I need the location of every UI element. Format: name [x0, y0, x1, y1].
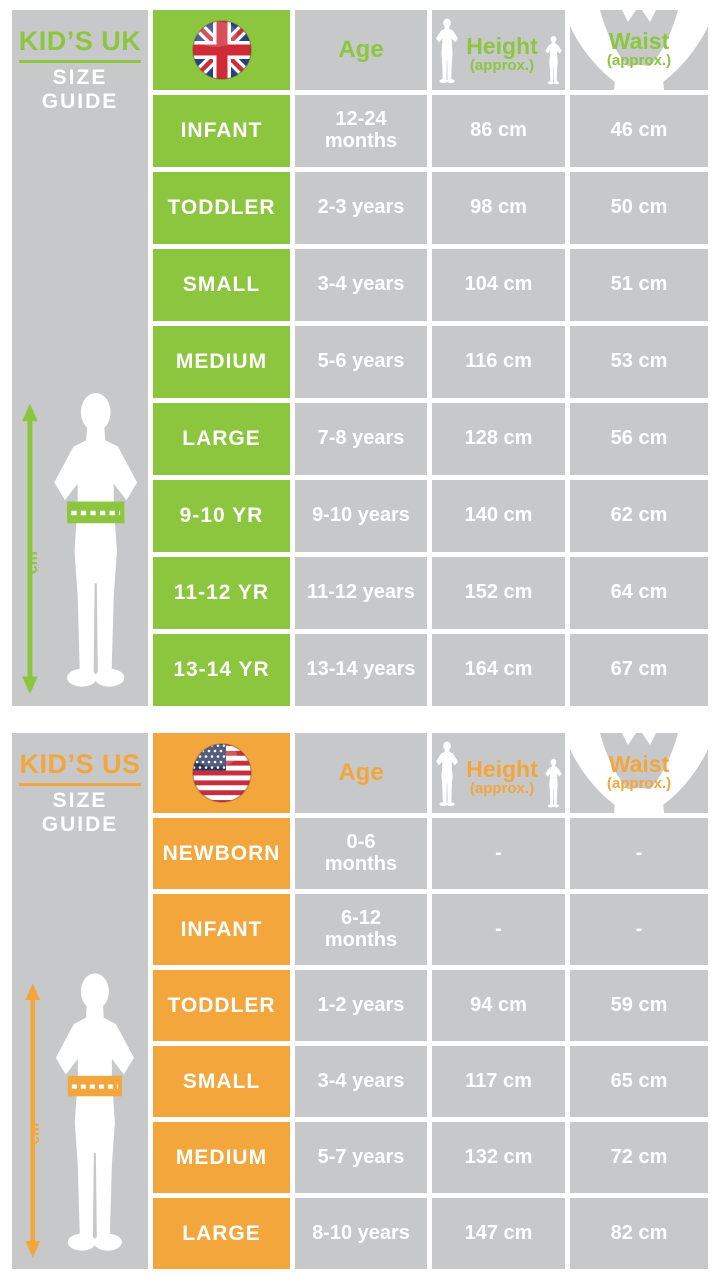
uk-height-label: Height: [466, 32, 538, 59]
uk-title-line2: SIZE GUIDE: [41, 66, 119, 113]
size-cell: INFANT: [153, 894, 290, 965]
waist-cell: 72 cm: [570, 1122, 708, 1193]
height-cell: 128 cm: [432, 403, 565, 475]
height-cell: 164 cm: [432, 634, 565, 706]
size-cell: 9-10 YR: [153, 480, 290, 552]
age-cell: 0-6 months: [295, 818, 427, 889]
uk-title: KID’S UK SIZE GUIDE: [12, 10, 148, 114]
uk-cm-label: cm: [24, 551, 41, 574]
waist-cell: 51 cm: [570, 249, 708, 321]
age-cell: 13-14 years: [295, 634, 427, 706]
us-height-label: Height: [466, 755, 538, 782]
us-sidebar: KID’S US SIZE GUIDE cm: [12, 733, 148, 1269]
height-cell: 104 cm: [432, 249, 565, 321]
us-flag-icon: [191, 743, 252, 803]
uk-height-arrow-icon: [22, 403, 38, 695]
size-cell: TODDLER: [153, 172, 290, 244]
uk-flag-cell: [153, 10, 290, 90]
size-cell: MEDIUM: [153, 326, 290, 398]
waist-cell: 46 cm: [570, 95, 708, 167]
age-cell: 11-12 years: [295, 557, 427, 629]
us-title-line1: KID’S US: [19, 749, 141, 786]
height-cell: 132 cm: [432, 1122, 565, 1193]
waist-cell: 53 cm: [570, 326, 708, 398]
short-kid-icon: [545, 36, 562, 85]
size-cell: INFANT: [153, 95, 290, 167]
waist-cell: 56 cm: [570, 403, 708, 475]
age-cell: 8-10 years: [295, 1198, 427, 1269]
uk-size-guide: KID’S UK SIZE GUIDE cm: [12, 10, 708, 706]
size-cell: LARGE: [153, 1198, 290, 1269]
uk-height-sub: (approx.): [469, 56, 535, 74]
uk-flag-icon: [191, 20, 252, 80]
us-waist-label: Waist: [608, 751, 670, 778]
us-height-sub: (approx.): [469, 779, 535, 797]
height-cell: -: [432, 894, 565, 965]
uk-waist-label: Waist: [608, 28, 670, 55]
us-title-line2: SIZE GUIDE: [41, 789, 119, 836]
waist-cell: 59 cm: [570, 970, 708, 1041]
size-cell: SMALL: [153, 1046, 290, 1117]
uk-title-line1: KID’S UK: [18, 26, 142, 63]
size-cell: NEWBORN: [153, 818, 290, 889]
uk-height-header: Height (approx.): [432, 10, 565, 90]
us-waistband: [67, 1075, 122, 1097]
age-cell: 5-7 years: [295, 1122, 427, 1193]
age-cell: 9-10 years: [295, 480, 427, 552]
size-cell: LARGE: [153, 403, 290, 475]
uk-sidebar: KID’S UK SIZE GUIDE cm: [12, 10, 148, 706]
us-cm-label: cm: [27, 1123, 43, 1144]
age-cell: 2-3 years: [295, 172, 427, 244]
us-title: KID’S US SIZE GUIDE: [12, 733, 148, 837]
size-cell: 11-12 YR: [153, 557, 290, 629]
size-cell: MEDIUM: [153, 1122, 290, 1193]
waist-cell: 82 cm: [570, 1198, 708, 1269]
height-cell: 147 cm: [432, 1198, 565, 1269]
age-cell: 1-2 years: [295, 970, 427, 1041]
waist-cell: -: [570, 818, 708, 889]
size-cell: SMALL: [153, 249, 290, 321]
us-measuring-kid-figure: cm: [25, 973, 134, 1258]
age-cell: 6-12 months: [295, 894, 427, 965]
us-waist-sub: (approx.): [606, 775, 672, 793]
us-height-header: Height (approx.): [432, 733, 565, 813]
uk-waist-sub: (approx.): [606, 52, 672, 70]
uk-age-header: Age: [295, 10, 427, 90]
height-cell: 98 cm: [432, 172, 565, 244]
uk-waist-header: Waist (approx.): [570, 10, 708, 90]
tall-kid-icon: [436, 18, 459, 84]
height-cell: -: [432, 818, 565, 889]
waist-cell: 50 cm: [570, 172, 708, 244]
waist-closeup-icon: [570, 10, 708, 90]
us-age-header: Age: [295, 733, 427, 813]
height-cell: 117 cm: [432, 1046, 565, 1117]
waist-closeup-icon: [570, 733, 708, 813]
age-cell: 3-4 years: [295, 1046, 427, 1117]
age-cell: 3-4 years: [295, 249, 427, 321]
uk-waistband: [67, 501, 125, 524]
height-cell: 86 cm: [432, 95, 565, 167]
waist-cell: -: [570, 894, 708, 965]
waist-cell: 65 cm: [570, 1046, 708, 1117]
height-cell: 94 cm: [432, 970, 565, 1041]
tall-kid-icon: [436, 741, 459, 807]
height-cell: 116 cm: [432, 326, 565, 398]
height-cell: 140 cm: [432, 480, 565, 552]
waist-cell: 67 cm: [570, 634, 708, 706]
size-cell: 13-14 YR: [153, 634, 290, 706]
age-cell: 5-6 years: [295, 326, 427, 398]
short-kid-icon: [545, 759, 562, 808]
us-size-guide: KID’S US SIZE GUIDE cm: [12, 733, 708, 1269]
age-cell: 12-24 months: [295, 95, 427, 167]
us-waist-header: Waist (approx.): [570, 733, 708, 813]
waist-cell: 62 cm: [570, 480, 708, 552]
waist-cell: 64 cm: [570, 557, 708, 629]
age-cell: 7-8 years: [295, 403, 427, 475]
us-height-arrow-icon: [25, 983, 41, 1258]
us-flag-cell: [153, 733, 290, 813]
size-cell: TODDLER: [153, 970, 290, 1041]
height-cell: 152 cm: [432, 557, 565, 629]
uk-measuring-kid-figure: cm: [22, 393, 138, 695]
